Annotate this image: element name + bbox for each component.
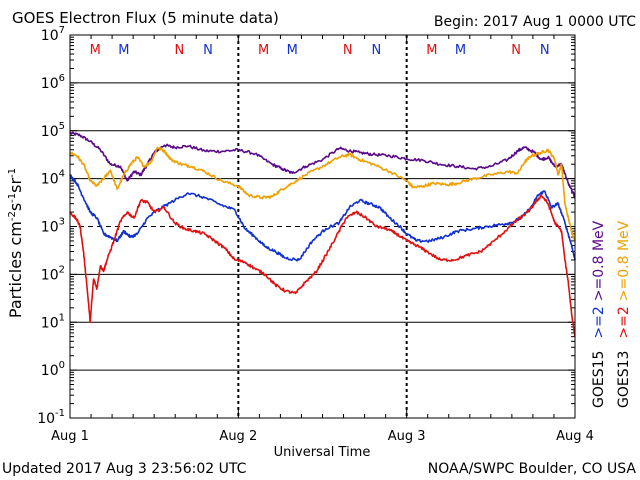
legend-goes13-ge08: >=0.8 MeV	[616, 220, 632, 301]
y-tick-label: 100	[41, 360, 65, 379]
eclipse-marker: M	[426, 43, 437, 58]
eclipse-marker: N	[511, 43, 521, 58]
eclipse-marker: M	[287, 43, 298, 58]
legend-goes13: GOES13 >=2 >=0.8 MeV	[616, 220, 632, 408]
y-tick-label: 105	[41, 121, 65, 140]
legend: GOES15 >=2 >=0.8 MeV GOES13 >=2 >=0.8 MeV	[591, 220, 632, 408]
plot-frame	[69, 34, 576, 419]
gridlines	[70, 36, 575, 419]
eclipse-marker: N	[371, 43, 381, 58]
legend-goes15-ge2: >=2	[591, 306, 607, 338]
legend-sat-goes15: GOES15	[591, 351, 607, 408]
x-tick-labels: Aug 1 Aug 2 Aug 3 Aug 4	[51, 429, 594, 444]
begin-time: Begin: 2017 Aug 1 0000 UTC	[434, 14, 636, 30]
legend-goes13-ge2: >=2	[616, 306, 632, 338]
y-tick-label: 103	[41, 217, 65, 236]
y-axis-label: Particles cm-2s-1sr-1	[6, 168, 25, 318]
x-tick-label: Aug 3	[388, 429, 426, 444]
vertical-day-dividers	[69, 35, 576, 418]
eclipse-marker: N	[175, 43, 185, 58]
eclipse-marker: M	[90, 43, 101, 58]
y-tick-labels: 10-1 100 101 102 103 104 105 106 107	[37, 25, 65, 427]
x-axis-label: Universal Time	[274, 445, 371, 460]
series-line-goes15-ge08	[69, 131, 576, 199]
legend-sat-goes13: GOES13	[616, 351, 632, 408]
y-tick-label: 10-1	[37, 408, 65, 427]
chart-title: GOES Electron Flux (5 minute data)	[12, 9, 279, 27]
eclipse-marker: M	[455, 43, 466, 58]
series-line-goes13-ge2	[69, 194, 576, 338]
x-tick-label: Aug 2	[219, 429, 257, 444]
series-lines	[69, 131, 576, 338]
credit: NOAA/SWPC Boulder, CO USA	[428, 461, 637, 477]
legend-goes15-ge08: >=0.8 MeV	[591, 220, 607, 301]
updated-time: Updated 2017 Aug 3 23:56:02 UTC	[2, 461, 247, 477]
x-tick-label: Aug 4	[556, 429, 594, 444]
eclipse-marker: N	[540, 43, 550, 58]
y-tick-label: 107	[41, 25, 65, 44]
eclipse-marker: N	[203, 43, 213, 58]
series-line-goes13-ge08	[69, 146, 576, 242]
eclipse-marker: M	[118, 43, 129, 58]
eclipse-marker: M	[258, 43, 269, 58]
x-tick-label: Aug 1	[51, 429, 89, 444]
legend-goes15: GOES15 >=2 >=0.8 MeV	[591, 220, 607, 408]
y-tick-label: 101	[41, 312, 65, 331]
y-tick-label: 104	[41, 169, 65, 188]
eclipse-marker: N	[343, 43, 353, 58]
y-tick-label: 106	[41, 73, 65, 92]
y-tick-label: 102	[41, 264, 65, 283]
